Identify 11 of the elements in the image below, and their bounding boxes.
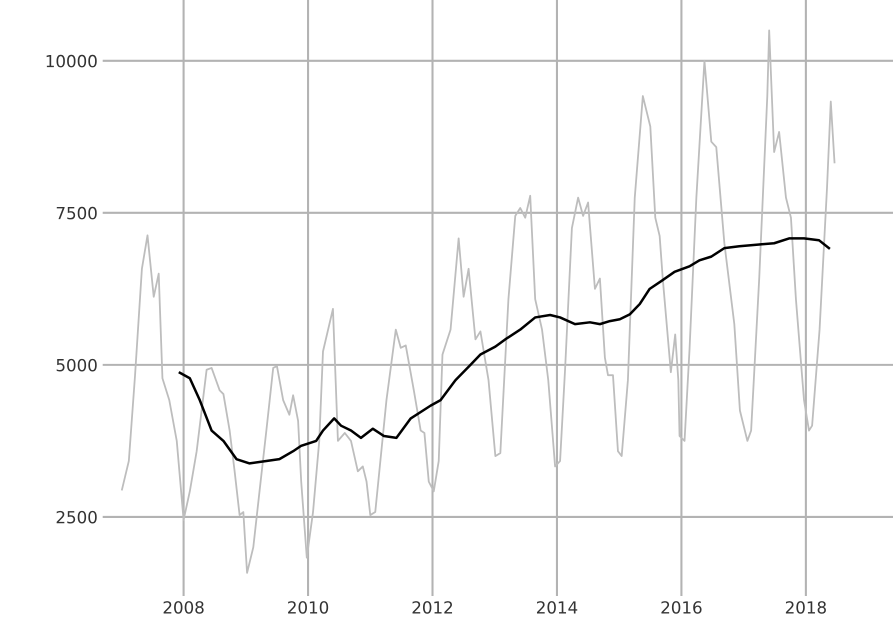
x-tick-label: 2014 (536, 601, 578, 614)
x-tick-label: 2008 (164, 601, 204, 614)
y-tick-label: 2500 (56, 510, 97, 524)
x-tick-label: 2016 (661, 601, 702, 614)
y-tick-label: 5000 (56, 358, 97, 372)
x-tick-label: 2010 (288, 601, 328, 614)
y-tick-label: 10000 (46, 54, 97, 68)
y-tick-label: 7500 (56, 206, 97, 220)
x-tick-label: 2012 (412, 601, 452, 614)
line-series (178, 237, 830, 465)
x-tick-label: 2018 (786, 601, 826, 614)
